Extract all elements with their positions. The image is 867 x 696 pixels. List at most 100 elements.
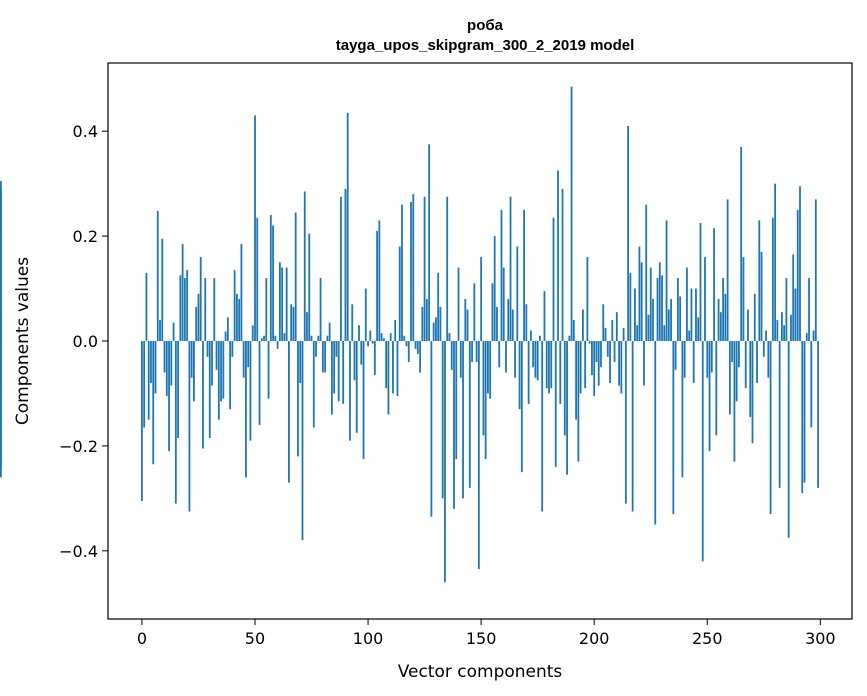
bar-151 bbox=[482, 341, 485, 436]
bar-227 bbox=[654, 341, 657, 525]
bar-179 bbox=[545, 341, 548, 389]
bar-undefined bbox=[0, 341, 2, 478]
bar-265 bbox=[740, 146, 743, 341]
bar-9 bbox=[161, 238, 164, 341]
bar-95 bbox=[355, 341, 358, 433]
bar-116 bbox=[403, 335, 406, 341]
bar-72 bbox=[303, 191, 306, 341]
bar-113 bbox=[396, 341, 399, 397]
bar-138 bbox=[453, 341, 455, 509]
bar-77 bbox=[315, 341, 317, 357]
bar-210 bbox=[615, 312, 618, 341]
bar-58 bbox=[272, 225, 274, 341]
bar-240 bbox=[683, 341, 686, 378]
bar-207 bbox=[609, 341, 611, 383]
bar-96 bbox=[358, 325, 360, 341]
bar-undefined bbox=[0, 338, 2, 341]
bar-196 bbox=[584, 341, 587, 389]
bar-221 bbox=[640, 262, 643, 341]
bar-129 bbox=[432, 322, 435, 341]
bar-267 bbox=[744, 341, 747, 389]
bar-122 bbox=[416, 341, 419, 355]
bar-181 bbox=[550, 341, 553, 389]
bar-270 bbox=[751, 341, 754, 444]
bar-263 bbox=[735, 341, 738, 402]
bar-239 bbox=[681, 341, 684, 478]
bar-74 bbox=[308, 233, 311, 341]
bar-101 bbox=[369, 330, 372, 341]
bar-5 bbox=[152, 341, 155, 465]
bar-21 bbox=[188, 341, 191, 512]
bar-256 bbox=[719, 312, 722, 341]
bar-144 bbox=[466, 309, 469, 341]
bar-230 bbox=[661, 275, 663, 341]
bar-131 bbox=[437, 272, 440, 341]
bar-260 bbox=[728, 341, 731, 415]
bar-35 bbox=[220, 341, 222, 402]
bar-237 bbox=[676, 278, 679, 341]
bar-176 bbox=[539, 335, 541, 341]
bar-18 bbox=[181, 243, 184, 341]
bar-26 bbox=[199, 257, 202, 341]
bar-15 bbox=[174, 341, 177, 504]
bar-139 bbox=[455, 341, 458, 460]
bar-217 bbox=[631, 341, 634, 512]
bar-111 bbox=[392, 341, 394, 394]
bar-172 bbox=[529, 330, 532, 341]
bar-20 bbox=[186, 270, 189, 341]
bar-59 bbox=[274, 335, 277, 341]
bar-296 bbox=[810, 341, 813, 428]
bar-163 bbox=[509, 196, 512, 341]
bar-119 bbox=[410, 202, 412, 341]
bar-61 bbox=[278, 262, 281, 341]
bar-147 bbox=[473, 283, 476, 341]
bar-284 bbox=[783, 325, 786, 341]
bar-28 bbox=[204, 278, 207, 341]
bar-283 bbox=[780, 312, 783, 341]
bar-29 bbox=[206, 341, 209, 357]
bar-268 bbox=[747, 309, 749, 341]
bar-259 bbox=[726, 199, 729, 341]
bar-81 bbox=[324, 341, 326, 373]
bar-24 bbox=[195, 306, 198, 341]
bar-241 bbox=[686, 267, 688, 341]
bar-229 bbox=[658, 262, 661, 341]
bar-145 bbox=[468, 341, 471, 488]
bar-175 bbox=[536, 341, 539, 381]
bar-156 bbox=[493, 236, 496, 341]
bar-279 bbox=[771, 217, 774, 341]
bar-107 bbox=[382, 338, 385, 341]
bar-261 bbox=[731, 341, 734, 362]
bar-248 bbox=[701, 341, 704, 562]
bar-202 bbox=[597, 341, 600, 386]
y-tick-label: 0.4 bbox=[73, 122, 98, 141]
bar-189 bbox=[568, 335, 571, 341]
bar-93 bbox=[351, 304, 354, 341]
bar-57 bbox=[269, 215, 272, 341]
bar-120 bbox=[412, 194, 415, 341]
bar-226 bbox=[652, 299, 654, 341]
bar-273 bbox=[758, 220, 761, 341]
bar-103 bbox=[373, 341, 376, 376]
bar-3 bbox=[147, 341, 150, 420]
bar-257 bbox=[722, 278, 725, 341]
x-tick-label: 0 bbox=[137, 629, 147, 648]
bar-282 bbox=[778, 341, 781, 488]
bar-225 bbox=[649, 267, 652, 341]
bar-137 bbox=[450, 341, 453, 370]
bar-undefined bbox=[0, 341, 2, 394]
x-tick-label: 150 bbox=[466, 629, 497, 648]
bar-184 bbox=[557, 170, 559, 341]
bar-231 bbox=[663, 325, 666, 341]
bar-281 bbox=[776, 320, 779, 341]
bar-154 bbox=[489, 341, 492, 399]
bar-161 bbox=[505, 341, 507, 373]
bar-99 bbox=[364, 288, 367, 341]
bar-67 bbox=[292, 306, 295, 341]
bar-90 bbox=[344, 188, 347, 341]
bar-55 bbox=[265, 278, 268, 341]
bar-23 bbox=[193, 341, 195, 402]
bar-16 bbox=[177, 341, 180, 439]
bar-278 bbox=[769, 341, 772, 515]
